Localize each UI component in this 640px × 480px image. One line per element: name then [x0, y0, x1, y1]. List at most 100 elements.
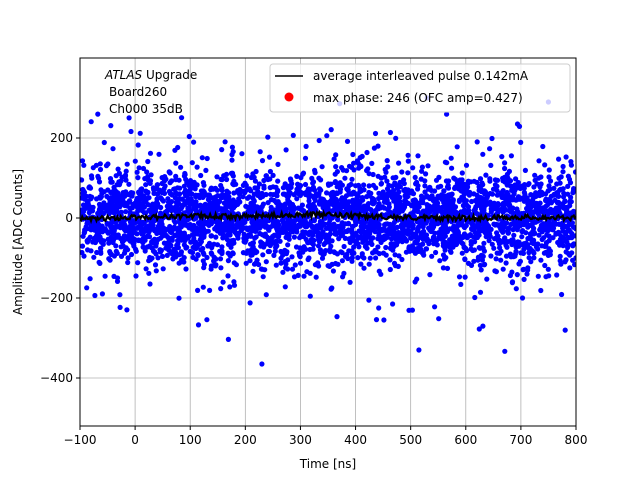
sample-point: [346, 206, 352, 212]
sample-point: [229, 157, 235, 163]
sample-point: [488, 253, 494, 259]
sample-point: [295, 222, 301, 228]
sample-point: [169, 237, 175, 243]
sample-point: [124, 307, 130, 313]
sample-point: [399, 256, 405, 263]
sample-point: [376, 305, 382, 311]
sample-point: [334, 184, 340, 190]
sample-point: [97, 195, 103, 201]
sample-point: [80, 208, 86, 214]
sample-point: [307, 293, 313, 299]
y-tick-label: 0: [65, 211, 73, 225]
sample-point: [561, 190, 567, 196]
sample-point: [204, 254, 210, 261]
sample-point: [200, 227, 206, 233]
sample-point: [154, 182, 160, 188]
sample-point: [491, 200, 497, 206]
sample-point: [224, 232, 230, 239]
sample-point: [211, 241, 217, 247]
sample-point: [232, 229, 238, 235]
sample-point: [365, 205, 371, 211]
sample-point: [260, 274, 266, 280]
sample-point: [477, 262, 483, 268]
sample-point: [394, 194, 400, 200]
sample-point: [448, 155, 454, 161]
sample-point: [305, 239, 311, 246]
sample-point: [337, 207, 343, 213]
sample-point: [259, 204, 265, 210]
sample-point: [258, 239, 264, 245]
sample-point: [572, 262, 576, 268]
sample-point: [176, 177, 182, 183]
sample-point: [152, 208, 159, 215]
sample-point: [361, 204, 367, 210]
sample-point: [287, 176, 294, 182]
sample-point: [492, 177, 498, 183]
sample-point: [87, 185, 94, 191]
sample-point: [278, 255, 284, 261]
sample-point: [136, 189, 142, 195]
sample-point: [346, 221, 352, 227]
sample-point: [316, 192, 322, 198]
sample-point: [505, 226, 512, 232]
sample-point: [266, 241, 272, 247]
sample-point: [568, 194, 574, 200]
sample-point: [361, 224, 367, 230]
sample-point: [261, 232, 267, 238]
sample-point: [254, 205, 261, 211]
sample-point: [383, 244, 389, 251]
sample-point: [275, 161, 281, 167]
sample-point: [275, 219, 281, 225]
sample-point: [396, 189, 402, 195]
sample-point: [560, 169, 566, 175]
sample-point: [223, 203, 229, 209]
sample-point: [412, 174, 418, 180]
sample-point: [534, 181, 540, 187]
sample-point: [112, 187, 118, 193]
sample-point: [329, 238, 335, 244]
sample-point: [370, 182, 376, 188]
sample-point: [286, 236, 292, 242]
sample-point: [171, 218, 177, 224]
sample-point: [296, 185, 302, 191]
sample-point: [194, 243, 200, 250]
sample-point: [563, 154, 569, 160]
sample-point: [312, 187, 318, 193]
sample-point: [538, 287, 544, 294]
sample-point: [478, 267, 484, 273]
sample-point: [256, 181, 262, 187]
sample-point: [223, 171, 230, 177]
annotation: ATLAS Upgrade Board260 Ch000 35dB: [104, 68, 197, 116]
sample-point: [218, 265, 224, 271]
sample-point: [547, 178, 554, 184]
sample-point: [92, 235, 98, 241]
sample-point: [344, 138, 351, 144]
sample-point: [178, 164, 184, 170]
sample-point: [460, 195, 467, 201]
sample-point: [129, 205, 135, 211]
sample-point: [514, 183, 520, 189]
sample-point: [329, 199, 335, 205]
sample-point: [293, 244, 300, 250]
sample-point: [433, 177, 440, 183]
sample-point: [103, 163, 110, 169]
sample-point: [441, 224, 447, 230]
sample-point: [201, 251, 207, 257]
sample-point: [323, 225, 330, 231]
sample-point: [262, 224, 268, 230]
sample-point: [286, 193, 292, 199]
sample-point: [195, 287, 201, 293]
sample-point: [497, 224, 503, 230]
sample-point: [113, 248, 119, 254]
sample-point: [160, 266, 166, 272]
sample-point: [505, 191, 511, 198]
sample-point: [331, 156, 337, 162]
sample-point: [408, 228, 414, 234]
sample-point: [375, 244, 381, 250]
sample-point: [198, 238, 204, 244]
sample-point: [521, 276, 527, 282]
sample-point: [568, 162, 575, 168]
sample-point: [120, 243, 126, 249]
sample-point: [392, 252, 398, 258]
sample-point: [114, 234, 120, 240]
